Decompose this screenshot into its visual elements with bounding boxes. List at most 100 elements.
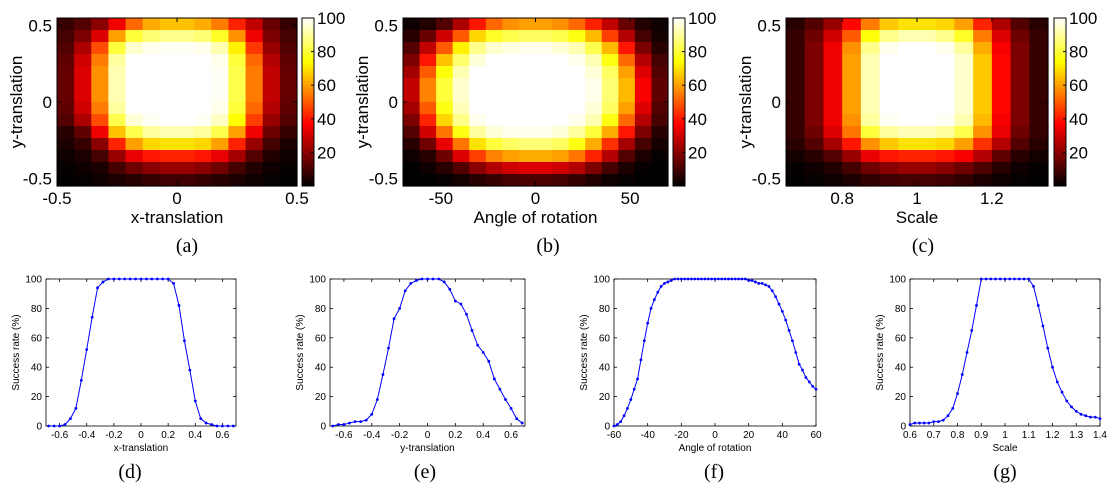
heatmap-cell [485, 102, 503, 115]
heatmap-cell [502, 54, 520, 67]
heatmap-cell [159, 114, 178, 127]
heatmap-cell [125, 54, 144, 67]
heatmap-cell [898, 90, 918, 103]
heatmap-cell [211, 90, 230, 103]
heatmap-cell [469, 126, 487, 139]
heatmap-cell [159, 30, 178, 43]
data-point [414, 279, 418, 282]
heatmap-cell [842, 114, 862, 127]
heatmap-cell [823, 66, 843, 79]
y-tick-label: 100 [25, 275, 42, 286]
heatmap-cell [618, 78, 636, 91]
x-tick-label: -0.4 [363, 430, 381, 441]
heatmap-cell [279, 150, 298, 163]
heatmap-cell [535, 42, 553, 55]
heatmap-cell [452, 90, 470, 103]
heatmap-cell [177, 174, 195, 187]
x-tick-label: 0.2 [161, 430, 175, 441]
y-tick-label: 0.5 [757, 17, 781, 36]
heatmap-cell [142, 126, 161, 139]
data-point [215, 424, 219, 428]
heatmap-cell [879, 126, 899, 139]
heatmap-cell [403, 126, 421, 139]
data-point [767, 284, 771, 288]
heatmap-cell [262, 150, 281, 163]
data-point [172, 282, 175, 285]
heatmap-cell [634, 78, 653, 91]
heatmap-cell [469, 114, 487, 127]
heatmap-cell [804, 102, 825, 115]
colorbar-tick-label: 40 [1069, 110, 1088, 129]
heatmap-cell [786, 66, 806, 79]
data-point [716, 277, 720, 281]
data-point [683, 277, 687, 281]
data-point [117, 277, 121, 281]
x-tick-label: 0 [425, 430, 431, 441]
heatmap-cell [91, 102, 110, 115]
heatmap-cell [898, 114, 918, 127]
heatmap-cell [108, 174, 127, 187]
heatmap-cell [1029, 90, 1049, 103]
x-tick-label: 60 [810, 430, 822, 441]
data-point [965, 351, 969, 354]
y-axis-label: y-translation [7, 56, 26, 149]
heatmap-cell [585, 90, 603, 103]
heatmap-cell [469, 150, 487, 163]
heatmap-cell [842, 102, 862, 115]
heatmap-cell [142, 114, 161, 127]
data-point [998, 277, 1002, 281]
heatmap-cell [91, 66, 110, 79]
heatmap-cell [842, 162, 862, 175]
heatmap-cell [634, 150, 653, 163]
heatmap-cell [585, 78, 603, 91]
data-point [96, 286, 99, 290]
heatmap-cell [177, 18, 195, 31]
heatmap-cell [954, 126, 974, 139]
heatmap-cell [279, 138, 298, 151]
heatmap-cell [177, 54, 195, 67]
heatmap-cell [601, 138, 619, 151]
data-point [342, 423, 346, 426]
heatmap-cell [262, 78, 281, 91]
heatmap-cell [177, 126, 195, 139]
heatmap-cell [651, 42, 669, 55]
heatmap-cell [1029, 66, 1049, 79]
heatmap-cell [142, 66, 161, 79]
heatmap-cell [194, 174, 212, 187]
heatmap-cell [108, 30, 127, 43]
heatmap-cell [436, 126, 454, 139]
heatmap-cell [535, 162, 553, 175]
plot-frame [909, 278, 1101, 427]
heatmap-cell [502, 30, 520, 43]
heatmap-cell [842, 18, 862, 31]
heatmap-cell [485, 114, 503, 127]
heatmap-cell [585, 18, 603, 31]
heatmap-cell [159, 78, 178, 91]
colorbar-tick-label: 60 [317, 76, 336, 95]
heatmap-cell [245, 150, 264, 163]
heatmap-cell [786, 114, 806, 127]
heatmap-cell [125, 162, 144, 175]
heatmap-cell [279, 102, 298, 115]
heatmap-cell [1010, 162, 1030, 175]
heatmap-cell [954, 78, 974, 91]
heatmap-cell [502, 42, 520, 55]
heatmap-cell [618, 66, 636, 79]
x-tick-label: 0 [712, 430, 718, 441]
heatmap-cell [535, 78, 553, 91]
y-tick-label: 40 [315, 363, 327, 374]
heatmap-cell [618, 54, 636, 67]
heatmap-cell [518, 54, 537, 67]
heatmap-cell [403, 90, 421, 103]
data-point [370, 412, 374, 416]
heatmap-cell [786, 90, 806, 103]
heatmap-cell [403, 54, 421, 67]
y-tick-label: 20 [315, 392, 327, 403]
y-tick-label: 0 [36, 422, 42, 433]
heatmap-cell [618, 18, 636, 31]
y-tick-label: 60 [31, 333, 43, 344]
chart-panel-5: -0.6 -0.4 -0.2 0 0.2 0.4 0.6 0 20 40 60 80 100 y-tran… [295, 275, 526, 483]
heatmap-cell [935, 90, 956, 103]
heatmap-cell [552, 90, 570, 103]
heatmap-cell [502, 78, 520, 91]
